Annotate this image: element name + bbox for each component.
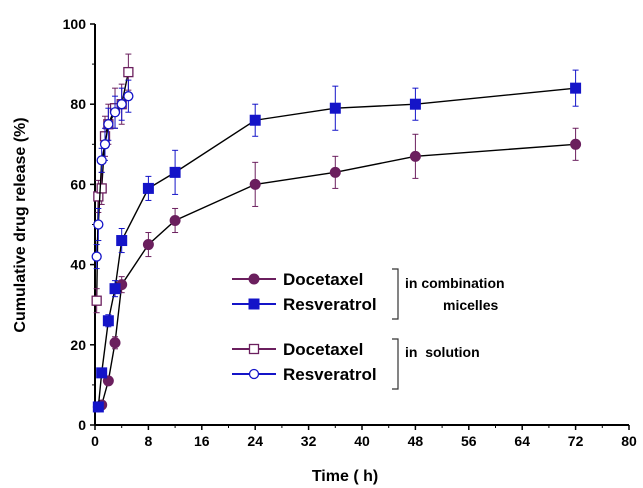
legend-label: Resveratrol (283, 295, 377, 314)
data-point (123, 66, 134, 78)
data-point (409, 98, 421, 110)
data-point (102, 315, 114, 327)
legend: Docetaxel Resveratrol Docetaxel Resveratrol… (232, 268, 505, 390)
data-point (96, 367, 108, 379)
legend-marker (248, 343, 260, 355)
data-point (142, 239, 154, 251)
legend-bracket (392, 268, 399, 320)
data-point (249, 114, 261, 126)
data-point (570, 82, 582, 94)
series-3 (91, 79, 134, 270)
data-point (109, 283, 121, 295)
x-tick-label: 24 (247, 433, 263, 449)
data-point (91, 295, 102, 306)
x-tick-label: 72 (568, 433, 584, 449)
series-1 (92, 69, 582, 413)
x-tick-label: 0 (91, 433, 99, 449)
x-tick-label: 16 (194, 433, 210, 449)
data-point (116, 99, 127, 110)
y-tick-label: 20 (70, 337, 86, 353)
data-point (409, 150, 421, 162)
x-tick-label: 40 (354, 433, 370, 449)
y-axis-title: Cumulative drug release (%) (12, 117, 29, 332)
data-point (329, 102, 341, 114)
data-point (570, 138, 582, 150)
legend-group-label: in combination (405, 275, 505, 291)
x-axis-title: Time ( h) (312, 468, 378, 485)
y-tick-label: 0 (78, 417, 86, 433)
ticks: 0 8 16 24 32 40 48 56 64 72 80 0 20 40 60 80 100 (63, 16, 637, 449)
data-point (92, 401, 104, 413)
data-point (249, 178, 261, 190)
legend-marker (248, 273, 260, 285)
legend-group-label: in solution (405, 344, 480, 360)
x-tick-label: 56 (461, 433, 477, 449)
y-tick-label: 100 (63, 16, 87, 32)
x-tick-label: 8 (145, 433, 153, 449)
data-point (142, 182, 154, 194)
y-tick-label: 40 (70, 257, 86, 273)
y-tick-label: 60 (70, 176, 86, 192)
data-point (123, 91, 134, 102)
data-point (93, 219, 104, 230)
data-point (116, 235, 128, 247)
x-tick-label: 80 (621, 433, 637, 449)
legend-label: Docetaxel (283, 270, 363, 289)
legend-bracket (392, 338, 399, 390)
data-point (329, 166, 341, 178)
data-point (103, 119, 114, 130)
series-0 (92, 127, 582, 413)
legend-group-label: micelles (443, 297, 498, 313)
series-layer (91, 53, 582, 413)
data-point (102, 375, 114, 387)
data-point (109, 337, 121, 349)
y-tick-label: 80 (70, 96, 86, 112)
x-tick-label: 48 (408, 433, 424, 449)
series-line (97, 87, 576, 408)
legend-marker (248, 298, 260, 310)
data-point (96, 183, 107, 194)
data-point (91, 251, 102, 262)
data-point (96, 155, 107, 166)
data-point (109, 107, 121, 118)
legend-label: Resveratrol (283, 365, 377, 384)
legend-label: Docetaxel (283, 340, 363, 359)
legend-marker (248, 368, 260, 380)
data-point (169, 166, 181, 178)
data-point (169, 214, 181, 226)
x-tick-label: 64 (514, 433, 530, 449)
x-tick-label: 32 (301, 433, 317, 449)
data-point (99, 139, 111, 150)
